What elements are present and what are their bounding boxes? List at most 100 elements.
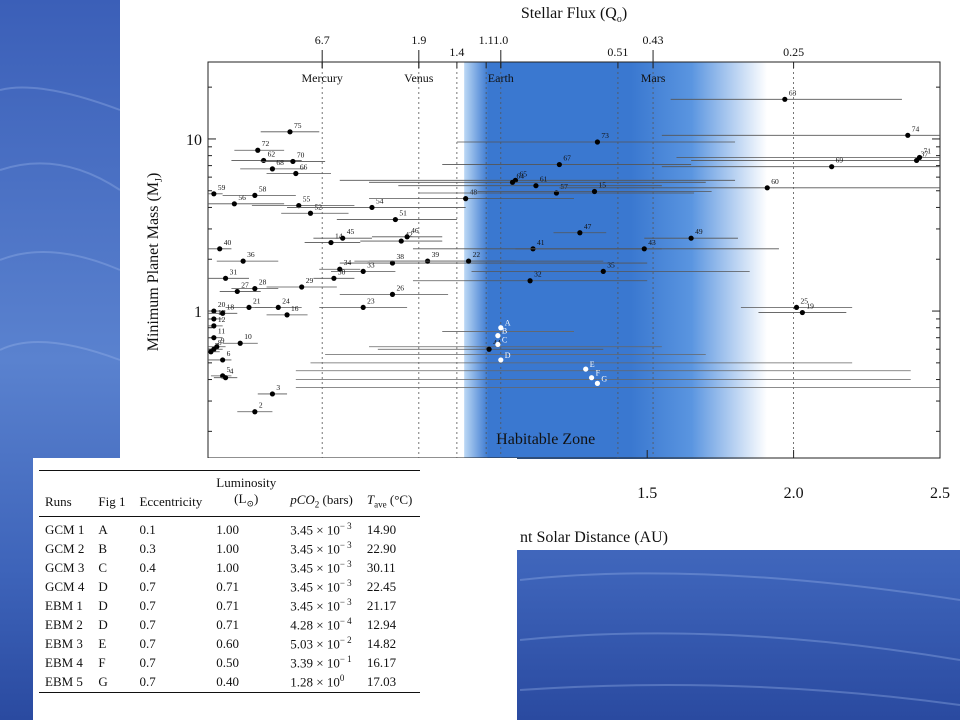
planet-point	[211, 335, 217, 341]
planet-point-label: 7	[215, 341, 219, 350]
cell-run: GCM 4	[45, 579, 85, 595]
planet-point-label: 19	[806, 302, 814, 311]
pco2-mantissa: 3.45 × 10	[290, 560, 340, 576]
pco2-unit: (bars)	[319, 492, 353, 507]
planet-point-label: 67	[563, 154, 571, 163]
planet-point-label: 49	[695, 227, 703, 236]
planet-point-label: 60	[771, 177, 779, 186]
planet-point-label: 27	[241, 280, 249, 289]
planet-point-label: 22	[473, 250, 481, 259]
cell-fig: D	[98, 598, 108, 614]
planet-point	[389, 260, 396, 266]
simulation-point	[498, 357, 504, 363]
planet-point-label: 6	[227, 349, 231, 358]
planet-point	[252, 192, 258, 198]
table-row: GCM 2 B 0.3 1.00 3.45 × 10− 3 22.90	[39, 540, 420, 559]
cell-fig: D	[98, 579, 108, 595]
planet-point	[307, 210, 314, 216]
col-eccentricity: Eccentricity	[139, 493, 203, 509]
table-row: EBM 4 F 0.7 0.50 3.39 × 10− 1 16.17	[39, 654, 420, 673]
plot-frame	[207, 61, 941, 459]
planet-point-label: 29	[306, 276, 314, 285]
planet-point	[404, 234, 410, 240]
cell-luminosity: 1.00	[216, 522, 240, 538]
cell-tave: 16.17	[366, 655, 397, 671]
tave-sub: ave	[374, 499, 387, 510]
y-axis-label-end: )	[145, 173, 162, 178]
planet-point	[782, 96, 788, 102]
planet-point-label: 26	[396, 283, 404, 292]
cell-eccentricity: 0.4	[139, 560, 156, 576]
planet-point-label: 71	[924, 147, 932, 156]
flux-tick-label: 0.25	[783, 45, 804, 59]
cell-tave: 14.90	[366, 522, 397, 538]
simulation-point-label: D	[505, 351, 511, 360]
cell-luminosity: 1.00	[216, 541, 240, 557]
cell-eccentricity: 0.7	[139, 617, 156, 633]
cell-pco2: 5.03 × 10− 2	[284, 635, 361, 654]
planet-point	[237, 340, 243, 346]
pco2-mantissa: 3.45 × 10	[290, 541, 340, 557]
top-axis-title-end: )	[622, 5, 627, 22]
flux-tick-label: 6.7	[315, 33, 330, 47]
planet-point-label: 36	[247, 250, 255, 259]
planet-label: Mercury	[302, 71, 343, 85]
cell-luminosity: 0.71	[216, 617, 240, 633]
chart-panel: 6.7 1.9 1.4 1.1 1.0 0.51 0.43 0.25 Mercury Venus E…	[120, 0, 960, 550]
planet-point	[293, 170, 299, 177]
cell-luminosity: 1.00	[216, 560, 240, 576]
cell-fig: F	[98, 655, 106, 671]
planet-label: Venus	[404, 71, 434, 85]
cell-fig: G	[98, 674, 108, 690]
planet-point-label: 4	[230, 367, 234, 376]
cell-tave: 12.94	[366, 617, 397, 633]
cell-fig: C	[98, 560, 108, 576]
planet-label: Mars	[641, 71, 666, 85]
planet-point	[793, 304, 800, 311]
planet-point-label: 11	[218, 327, 225, 336]
simulation-point	[588, 375, 595, 381]
x-tick-label: 2.5	[930, 485, 950, 502]
cell-eccentricity: 0.3	[139, 541, 156, 557]
planet-point-label: 58	[259, 184, 267, 193]
planet-point	[486, 346, 492, 352]
pco2-sub: 2	[314, 499, 320, 510]
flux-tick-label: 0.43	[643, 33, 664, 47]
cell-eccentricity: 0.7	[139, 579, 156, 595]
flux-tick-label: 1.4	[449, 45, 464, 59]
pco2-exponent: − 3	[339, 559, 352, 570]
cell-run: EBM 1	[45, 598, 83, 614]
planet-point-label: 65	[519, 169, 527, 178]
planet-point	[465, 258, 472, 264]
planet-point-label: 42	[405, 230, 413, 239]
planet-point	[533, 183, 539, 189]
planet-point	[211, 323, 217, 329]
pco2-exponent: − 3	[339, 540, 352, 551]
planet-point	[328, 239, 334, 246]
cell-tave: 14.82	[366, 636, 397, 652]
planet-point-label: 43	[648, 238, 656, 247]
tave-label: T	[366, 492, 375, 507]
cell-run: EBM 5	[45, 674, 83, 690]
flux-tick-label: 0.51	[607, 45, 628, 59]
simulation-point-label: F	[596, 369, 601, 378]
cell-run: EBM 4	[45, 655, 83, 671]
planet-point	[799, 309, 805, 316]
planet-point-label: 38	[396, 252, 404, 261]
pco2-label: pCO	[290, 492, 315, 507]
planet-point-label: 47	[584, 222, 592, 231]
planet-point-label: 59	[218, 183, 226, 192]
planet-point-label: 66	[300, 162, 308, 171]
planet-point-label: 10	[244, 332, 252, 341]
flux-tick-label: 1.1	[479, 33, 494, 47]
tave-unit: (°C)	[386, 492, 413, 507]
table-row: GCM 4 D 0.7 0.71 3.45 × 10− 3 22.45	[39, 578, 420, 597]
y-axis-label-sub: J	[154, 178, 165, 182]
cell-fig: B	[98, 541, 108, 557]
planet-point-label: 57	[560, 182, 568, 191]
simulation-point	[495, 333, 501, 339]
cell-run: EBM 2	[45, 617, 83, 633]
pco2-exponent: − 1	[339, 654, 352, 665]
planet-point	[591, 188, 598, 195]
planet-point	[208, 349, 214, 355]
